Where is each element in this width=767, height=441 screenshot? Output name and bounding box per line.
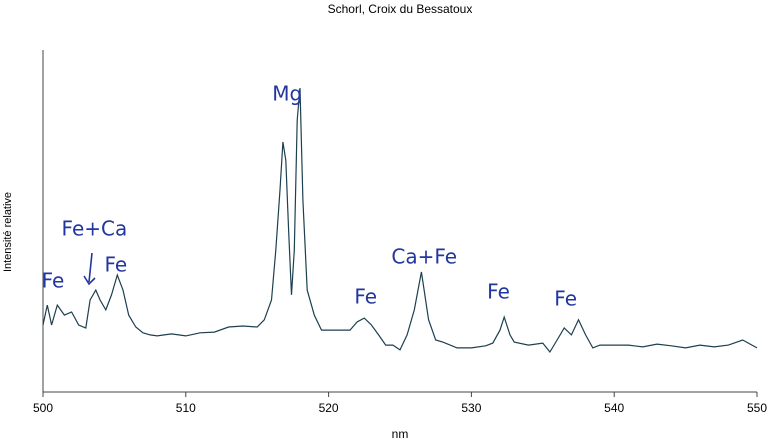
- x-tick-label: 530: [461, 401, 481, 415]
- annotation: Fe: [487, 280, 510, 304]
- annotation: Fe+Ca: [62, 216, 128, 240]
- annotation: Fe: [554, 287, 577, 311]
- x-axis-label: nm: [392, 427, 409, 441]
- x-tick-label: 500: [33, 401, 53, 415]
- annotation: Fe: [42, 268, 65, 292]
- annotation-arrow: [83, 252, 96, 286]
- y-axis-label: Intensité relative: [2, 192, 14, 272]
- x-tick-label: 520: [319, 401, 339, 415]
- x-tick-label: 550: [747, 401, 767, 415]
- annotation: Fe: [354, 284, 377, 308]
- annotation: Mg: [272, 82, 302, 106]
- spectrum-line: [42, 87, 758, 354]
- annotation: Ca+Fe: [391, 244, 457, 268]
- x-tick-label: 540: [604, 401, 624, 415]
- x-tick-label: 510: [176, 401, 196, 415]
- chart-title: Schorl, Croix du Bessatoux: [328, 2, 473, 16]
- annotation: Fe: [104, 253, 127, 277]
